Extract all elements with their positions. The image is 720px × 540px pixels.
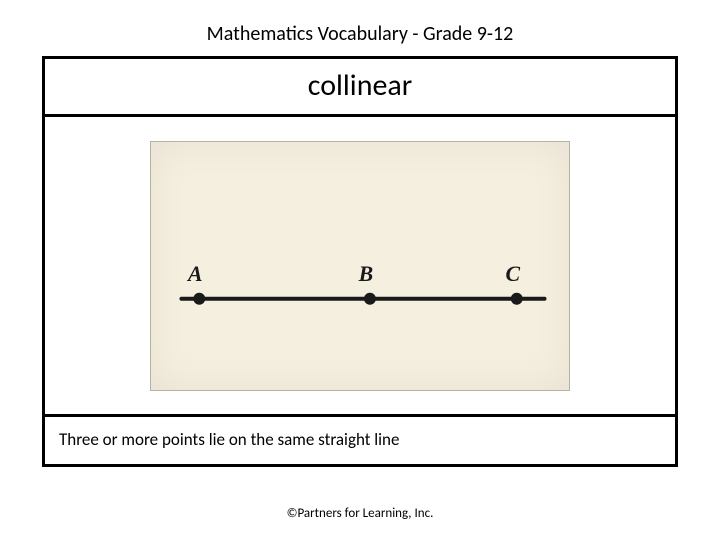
term-word: collinear — [308, 67, 412, 104]
header-title: Mathematics Vocabulary - Grade 9-12 — [207, 22, 514, 46]
point-label-a: A — [186, 261, 203, 285]
point-label-b: B — [358, 261, 374, 285]
page-header: Mathematics Vocabulary - Grade 9-12 — [0, 0, 720, 56]
collinear-diagram: A B C — [150, 141, 570, 391]
diagram-svg: A B C — [151, 142, 569, 390]
vocab-card: collinear A B C Three or more points lie o… — [42, 56, 678, 467]
footer-text: ©Partners for Learning, Inc. — [287, 506, 434, 521]
definition-text: Three or more points lie on the same str… — [59, 429, 399, 450]
page: Mathematics Vocabulary - Grade 9-12 coll… — [0, 0, 720, 540]
term-row: collinear — [45, 59, 675, 117]
point-c — [511, 292, 523, 304]
point-a — [193, 292, 205, 304]
page-footer: ©Partners for Learning, Inc. — [0, 503, 720, 522]
point-label-c: C — [505, 261, 520, 285]
definition-row: Three or more points lie on the same str… — [45, 417, 675, 464]
point-b — [364, 292, 376, 304]
figure-row: A B C — [45, 117, 675, 417]
